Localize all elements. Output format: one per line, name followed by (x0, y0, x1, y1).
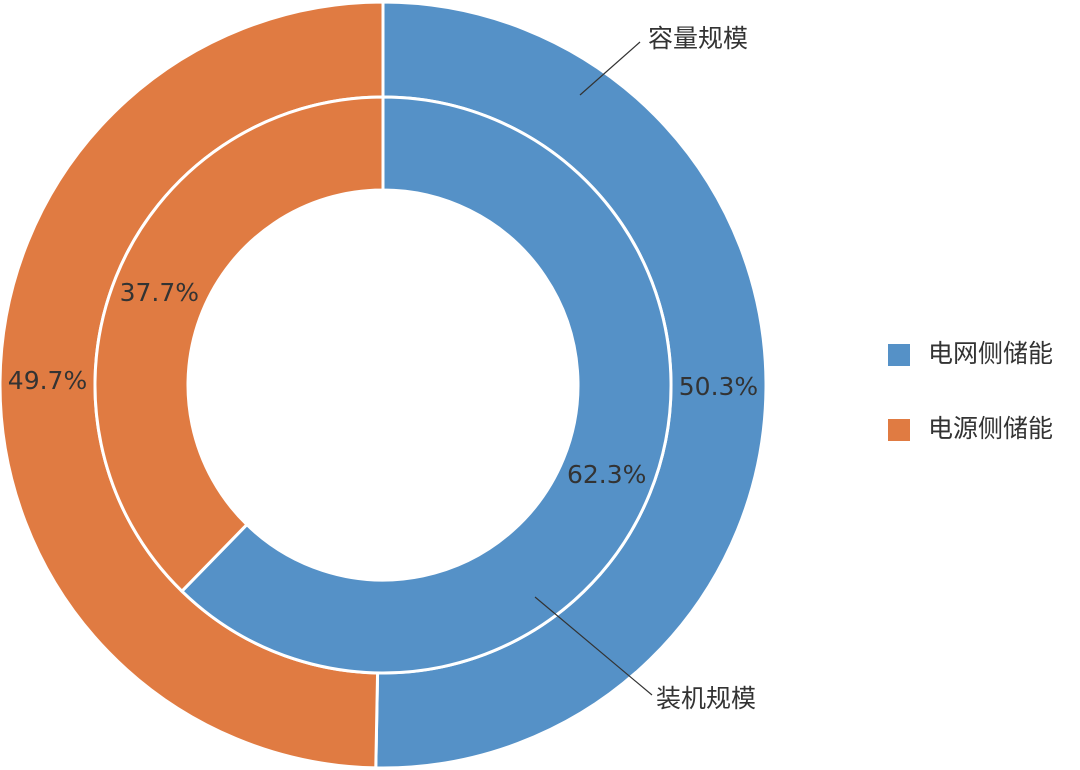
value-label: 49.7% (8, 366, 87, 395)
ring-label: 装机规模 (656, 684, 756, 713)
legend-label: 电源侧储能 (928, 414, 1053, 443)
leader-line (579, 41, 641, 96)
legend-swatch (888, 419, 910, 441)
legend-label: 电网侧储能 (928, 339, 1053, 368)
value-label: 62.3% (567, 460, 646, 489)
value-label: 37.7% (120, 278, 199, 307)
leader-line (534, 596, 653, 696)
ring-label: 容量规模 (648, 24, 748, 53)
value-label: 50.3% (679, 372, 758, 401)
donut-segment (179, 95, 673, 675)
donut-segment (93, 95, 385, 594)
legend-swatch (888, 344, 910, 366)
